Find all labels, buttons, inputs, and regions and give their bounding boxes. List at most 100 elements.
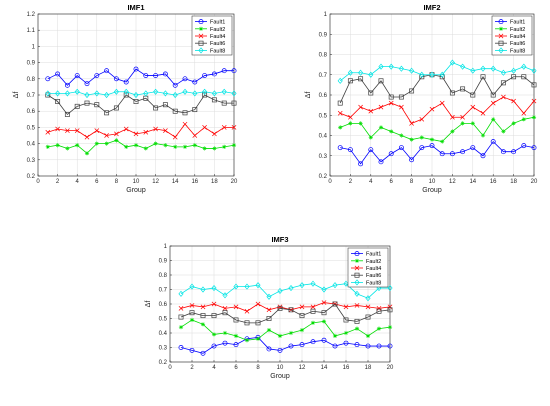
chart-title: IMF1	[127, 3, 144, 12]
series-line	[180, 283, 390, 299]
x-tick-label: 12	[152, 179, 159, 185]
data-point	[189, 347, 195, 353]
data-point	[288, 343, 294, 349]
x-tick-label: 20	[231, 179, 238, 185]
data-point	[321, 319, 327, 324]
legend-entry: Fault8	[366, 280, 381, 286]
x-tick-label: 6	[390, 179, 394, 185]
data-point	[133, 143, 139, 148]
data-point	[221, 125, 227, 130]
data-point	[460, 121, 465, 126]
data-point	[310, 320, 316, 325]
x-axis-label: Group	[270, 373, 290, 380]
data-point	[84, 134, 90, 140]
legend-entry: Fault4	[366, 266, 381, 272]
data-point	[64, 111, 70, 117]
y-tick-label: 0.4	[27, 142, 36, 148]
data-point	[387, 304, 393, 310]
data-point	[45, 90, 51, 97]
data-point	[233, 317, 239, 323]
x-tick-label: 16	[191, 179, 198, 185]
data-point	[153, 126, 158, 132]
data-point	[378, 104, 384, 110]
data-point	[470, 121, 475, 126]
data-point	[299, 328, 305, 333]
data-point	[460, 86, 466, 92]
data-point	[389, 129, 394, 134]
data-point	[368, 147, 374, 153]
data-point	[388, 151, 394, 157]
data-point	[74, 73, 80, 79]
data-point	[378, 63, 384, 70]
data-point	[531, 67, 537, 74]
data-point	[358, 121, 363, 126]
data-point	[233, 283, 239, 290]
data-point	[202, 146, 207, 151]
y-axis-label: Δf	[145, 301, 152, 308]
data-point	[343, 304, 349, 310]
data-point	[211, 90, 217, 97]
data-point	[182, 121, 188, 127]
data-point	[221, 100, 227, 106]
y-tick-label: 1	[32, 44, 36, 50]
data-point	[178, 314, 184, 320]
data-point	[255, 320, 261, 326]
data-point	[321, 310, 327, 316]
data-point	[200, 313, 206, 319]
data-point	[277, 305, 283, 311]
data-point	[480, 110, 486, 116]
x-tick-label: 0	[328, 179, 332, 185]
data-point	[133, 99, 139, 104]
data-point	[202, 88, 208, 95]
data-point	[231, 68, 237, 74]
data-point	[266, 293, 272, 300]
data-point	[310, 304, 316, 310]
data-point	[104, 91, 110, 99]
data-point	[450, 129, 455, 134]
data-point	[398, 145, 404, 151]
data-point	[343, 317, 349, 323]
series-line	[180, 302, 391, 312]
y-tick-label: 0.5	[27, 125, 36, 131]
data-point	[358, 76, 364, 82]
data-point	[368, 108, 374, 114]
data-point	[178, 306, 184, 311]
data-point	[511, 74, 517, 80]
data-point	[358, 161, 364, 167]
legend-marker	[198, 26, 204, 31]
data-point	[343, 330, 349, 336]
chart-title: IMF2	[423, 3, 440, 12]
data-point	[55, 126, 60, 132]
legend-marker	[198, 47, 204, 54]
data-point	[123, 92, 129, 98]
data-point	[113, 88, 119, 95]
data-point	[501, 94, 506, 100]
data-point	[222, 306, 228, 311]
data-point	[365, 304, 371, 310]
data-point	[440, 139, 445, 144]
data-point	[84, 100, 90, 106]
data-point	[192, 133, 198, 138]
data-point	[500, 149, 506, 155]
data-point	[222, 340, 228, 346]
data-point	[104, 141, 109, 146]
data-point	[354, 290, 360, 297]
x-tick-label: 18	[510, 179, 517, 185]
data-point	[347, 69, 353, 76]
y-tick-label: 0.7	[27, 93, 36, 99]
data-point	[310, 280, 316, 287]
data-point	[123, 126, 129, 132]
data-point	[65, 146, 70, 151]
data-point	[288, 330, 294, 336]
y-tick-label: 0.5	[319, 113, 328, 119]
x-tick-label: 18	[365, 365, 372, 371]
data-point	[202, 92, 208, 98]
data-point	[299, 304, 305, 310]
data-point	[332, 301, 338, 307]
data-point	[104, 110, 110, 116]
y-tick-label: 0.8	[159, 273, 168, 279]
data-point	[143, 129, 149, 135]
data-point	[233, 342, 239, 348]
y-tick-label: 0.8	[319, 53, 328, 59]
data-point	[365, 333, 371, 338]
